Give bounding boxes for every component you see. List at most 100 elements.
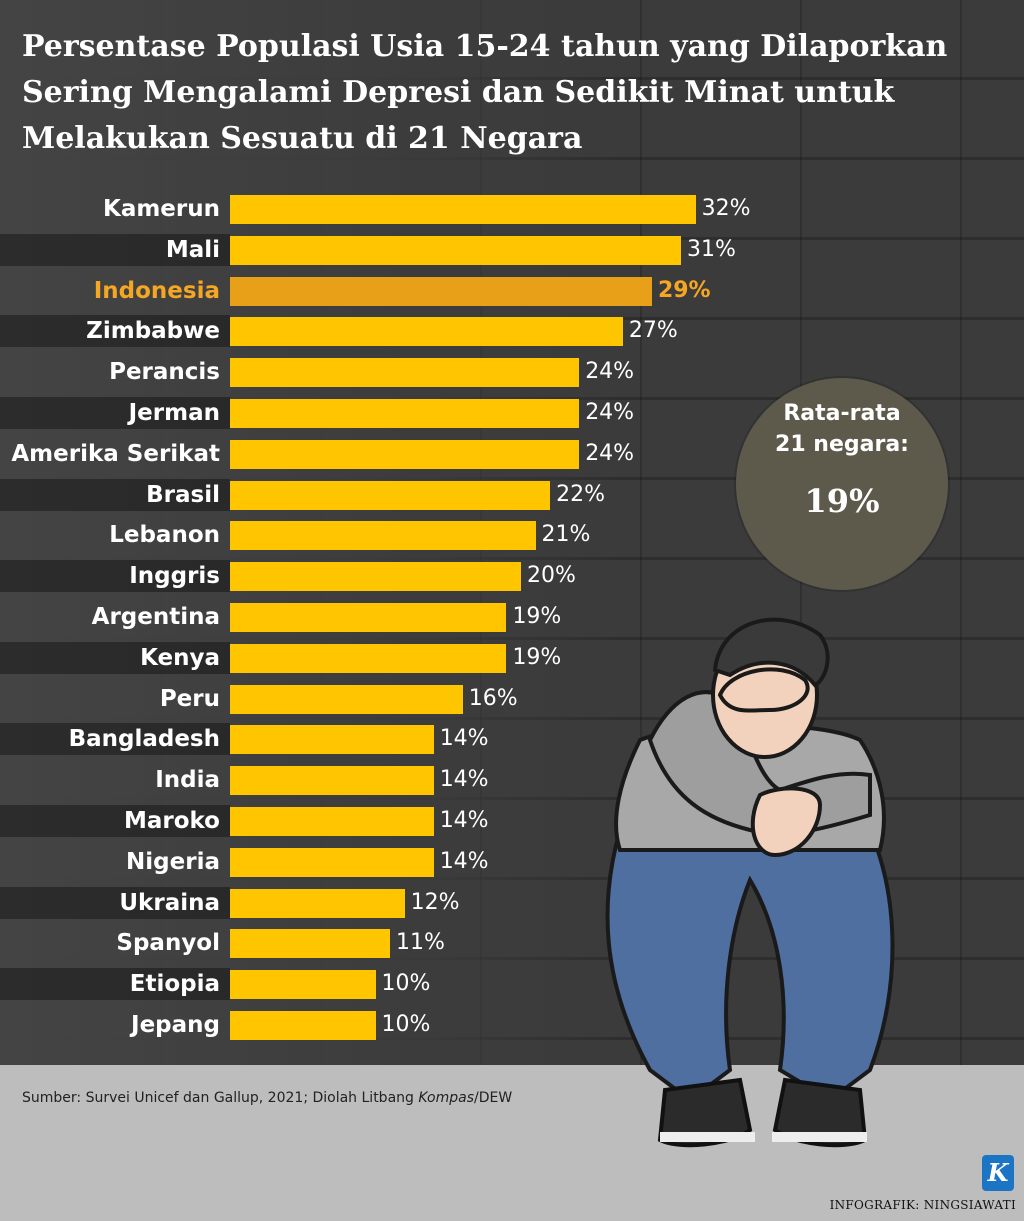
bar xyxy=(230,888,405,918)
row-stripe xyxy=(0,560,230,593)
bar xyxy=(230,970,376,1000)
person-illustration xyxy=(605,617,895,1148)
bar xyxy=(230,929,391,959)
value-label: 22% xyxy=(556,481,605,507)
bar-row: Lebanon 21% xyxy=(0,519,1024,551)
value-label: 20% xyxy=(527,563,576,589)
bar-row: Spanyol 11% xyxy=(0,927,1024,959)
row-stripe xyxy=(0,805,230,837)
category-label: Maroko xyxy=(123,808,220,834)
bar-row: Brasil 22% xyxy=(0,478,1024,511)
average-label-line2: 21 negara: xyxy=(775,432,909,457)
average-label-line1: Rata-rata xyxy=(783,401,901,426)
bar xyxy=(230,317,623,347)
row-stripe xyxy=(0,723,230,756)
value-label: 19% xyxy=(512,644,562,670)
bar xyxy=(230,603,507,632)
category-label: Jerman xyxy=(128,400,220,426)
bar-row: Indonesia 29% xyxy=(0,275,1024,307)
value-label: 14% xyxy=(439,848,489,874)
bar-row: Peru 16% xyxy=(0,683,1024,715)
value-label: 12% xyxy=(410,889,460,915)
bar-row: Nigeria 14% xyxy=(0,846,1024,878)
bar-row: Zimbabwe 27% xyxy=(0,315,1024,348)
category-label: Mali xyxy=(165,236,220,263)
category-label: Ukraina xyxy=(119,889,220,916)
bar xyxy=(230,766,434,796)
value-label: 29% xyxy=(657,277,711,303)
category-label: Indonesia xyxy=(93,277,220,304)
bar-row: Inggris 20% xyxy=(0,560,1024,593)
value-label: 24% xyxy=(585,440,635,466)
bar xyxy=(230,521,536,551)
category-label: Perancis xyxy=(109,359,220,386)
source-note: Sumber: Survei Unicef dan Gallup, 2021; … xyxy=(22,1090,512,1106)
value-label: 11% xyxy=(396,930,445,956)
value-label: 10% xyxy=(381,1012,431,1037)
value-label: 14% xyxy=(439,767,489,793)
row-stripe xyxy=(0,641,230,674)
average-value: 19% xyxy=(804,482,880,520)
bar xyxy=(230,439,580,469)
category-label: Spanyol xyxy=(116,930,220,957)
bar-row: Perancis 24% xyxy=(0,356,1024,388)
bar-row: Ukraina 12% xyxy=(0,886,1024,919)
average-circle: Rata-rata 21 negara: 19% xyxy=(736,378,948,590)
row-stripe xyxy=(0,315,230,348)
bar xyxy=(230,725,434,755)
category-label: Amerika Serikat xyxy=(11,440,220,467)
bar-row: Kenya 19% xyxy=(0,641,1024,674)
row-stripe xyxy=(0,397,230,429)
row-stripe xyxy=(0,968,230,1001)
bar-row: Kamerun 32% xyxy=(0,193,1024,225)
category-label: Lebanon xyxy=(109,522,220,549)
bar xyxy=(230,358,580,388)
bar-row: Jerman 24% xyxy=(0,397,1024,429)
bar-row: Jepang 10% xyxy=(0,1009,1024,1041)
bar-row: Bangladesh 14% xyxy=(0,723,1024,756)
category-label: Peru xyxy=(159,685,220,712)
bar xyxy=(230,235,682,265)
chart-title: Persentase Populasi Usia 15-24 tahun yan… xyxy=(22,29,948,156)
value-label: 32% xyxy=(701,196,751,221)
bar-row: Mali 31% xyxy=(0,233,1024,266)
bar xyxy=(230,399,580,428)
row-stripe xyxy=(0,233,230,266)
category-label: Argentina xyxy=(91,604,220,630)
value-label: 27% xyxy=(628,318,678,344)
kompas-logo: K xyxy=(982,1155,1014,1191)
category-label: Brasil xyxy=(146,481,220,508)
category-label: Bangladesh xyxy=(68,726,220,753)
bar xyxy=(230,1011,376,1040)
bar-row: Etiopia 10% xyxy=(0,968,1024,1001)
category-label: Inggris xyxy=(129,563,220,590)
value-label: 31% xyxy=(687,236,736,262)
category-label: Kenya xyxy=(140,644,220,671)
credit-text: INFOGRAFIK: NINGSIAWATI xyxy=(829,1198,1016,1212)
value-label: 16% xyxy=(468,685,518,711)
value-label: 24% xyxy=(585,400,635,425)
category-label: Jepang xyxy=(131,1012,220,1038)
value-label: 21% xyxy=(541,522,591,548)
bar xyxy=(230,847,434,877)
bar xyxy=(230,684,463,714)
row-stripe xyxy=(0,478,230,511)
category-label: Kamerun xyxy=(103,196,220,222)
category-label: Zimbabwe xyxy=(86,318,220,345)
category-label: Nigeria xyxy=(126,848,220,875)
value-label: 14% xyxy=(439,726,489,752)
value-label: 10% xyxy=(381,971,431,997)
bar xyxy=(230,195,696,224)
bar xyxy=(230,643,507,673)
value-label: 19% xyxy=(512,604,562,629)
category-label: India xyxy=(155,767,220,794)
value-label: 24% xyxy=(585,359,635,385)
source-italic: Kompas xyxy=(418,1090,475,1106)
bar xyxy=(230,562,521,592)
bar-row: India 14% xyxy=(0,764,1024,796)
bar-row: Argentina 19% xyxy=(0,601,1024,633)
bar xyxy=(230,807,434,836)
category-label: Etiopia xyxy=(129,971,220,998)
bar-row: Amerika Serikat 24% xyxy=(0,438,1024,470)
bar xyxy=(230,480,551,510)
